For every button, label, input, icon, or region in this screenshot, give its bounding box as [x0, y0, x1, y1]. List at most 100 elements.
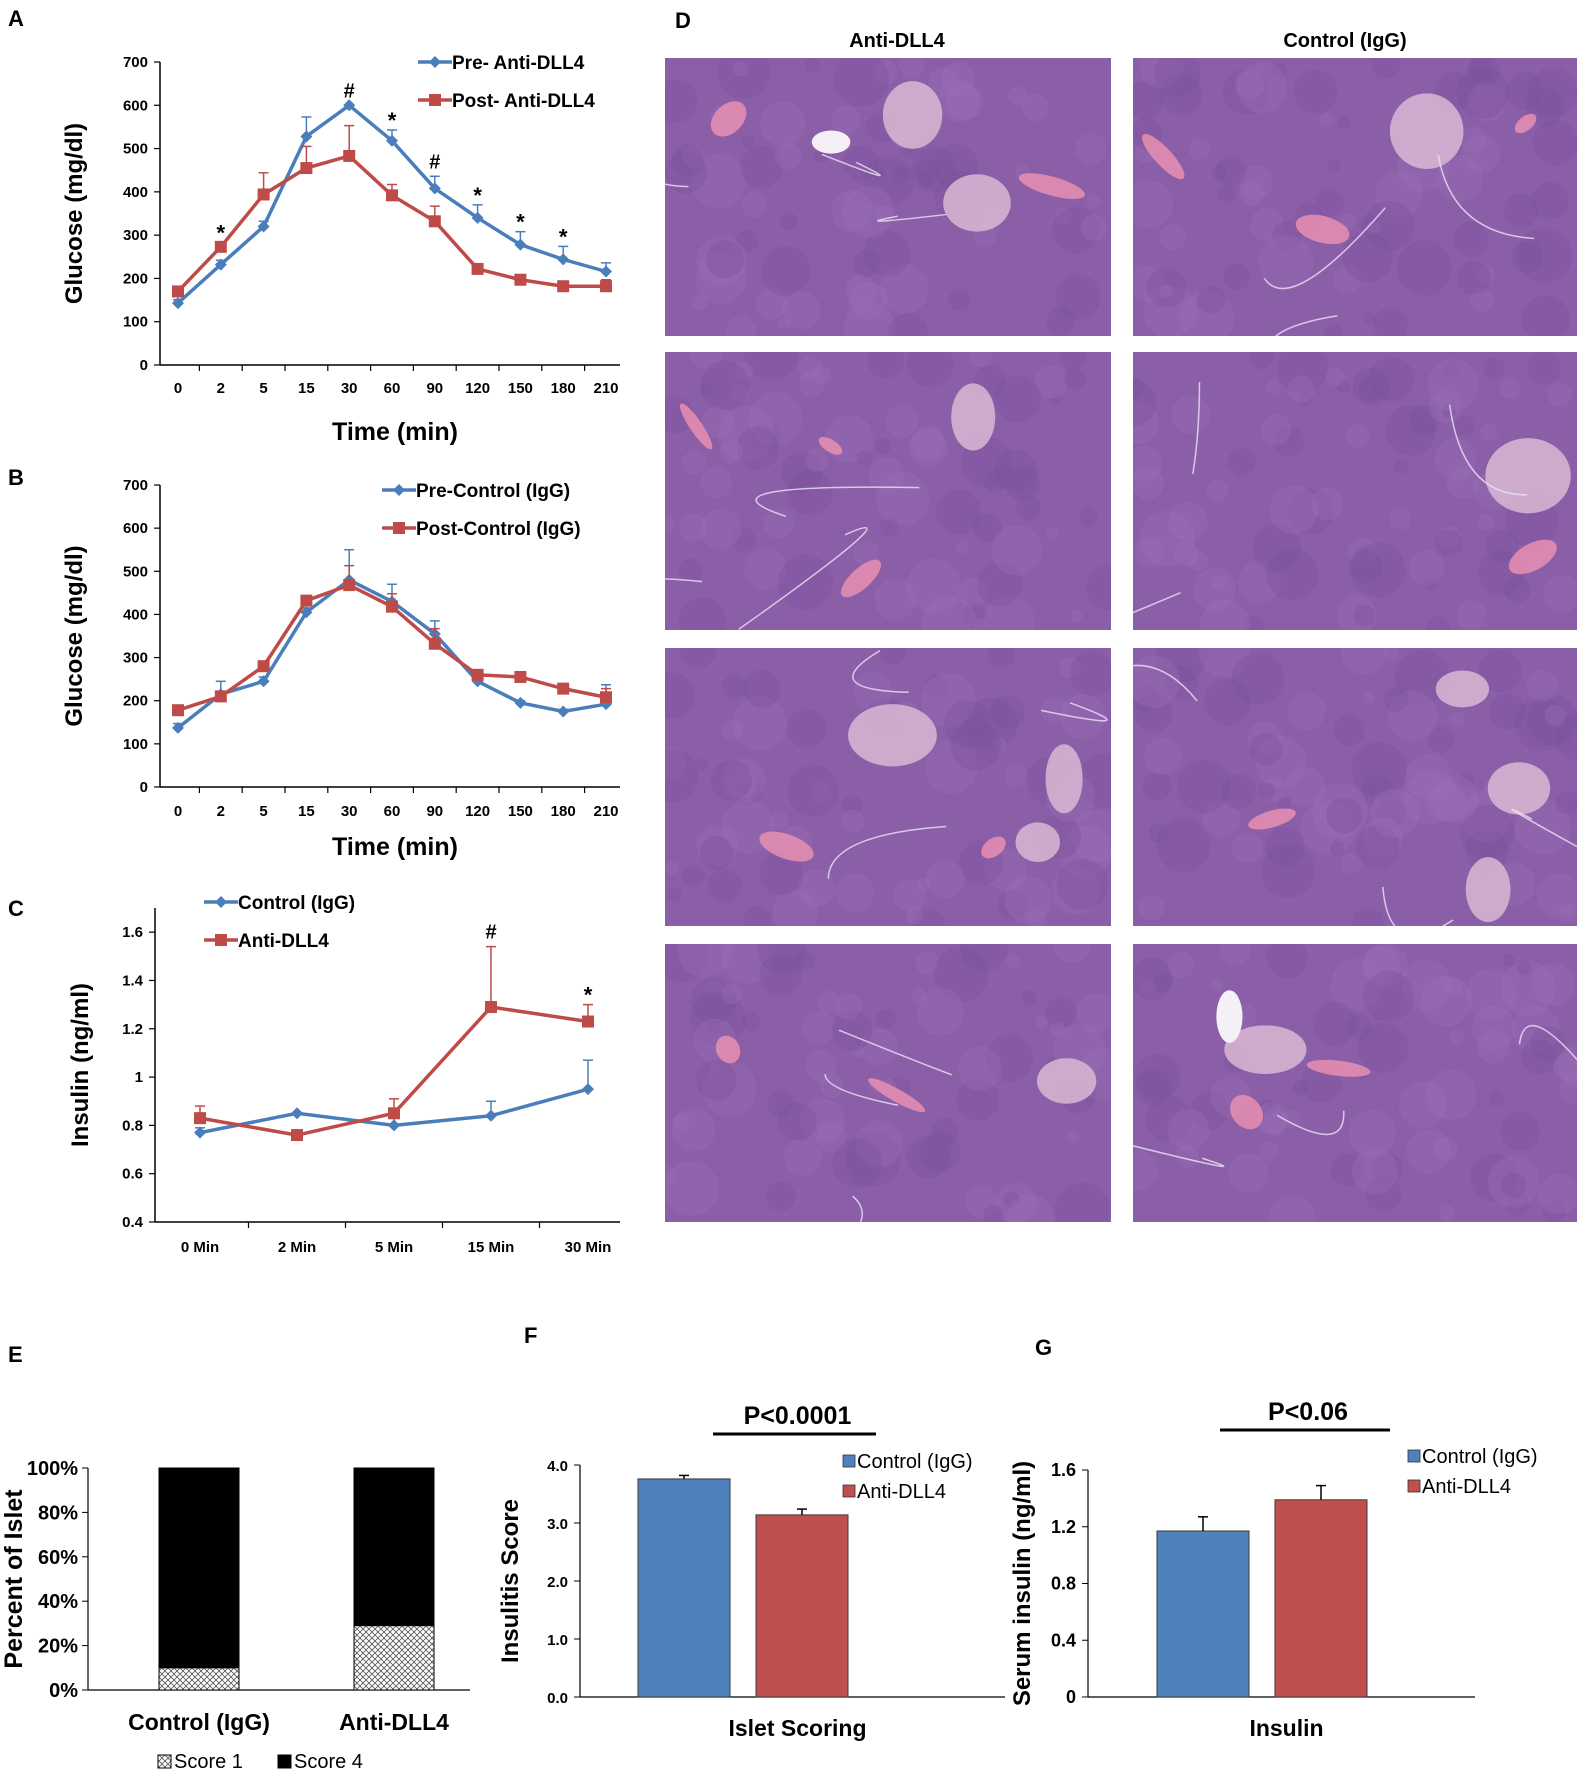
tissue-texture — [876, 1008, 897, 1030]
histology-image-col2-row3 — [1133, 648, 1577, 926]
tissue-texture — [1405, 753, 1452, 800]
tissue-texture — [691, 295, 708, 311]
tissue-texture — [1479, 423, 1498, 442]
tissue-texture — [732, 696, 787, 751]
tissue-texture — [732, 774, 764, 805]
y-tick-label: 700 — [123, 477, 148, 494]
tissue-texture — [700, 360, 750, 410]
tissue-texture — [1470, 1153, 1519, 1202]
tissue-texture — [1310, 487, 1344, 521]
legend-marker — [215, 934, 227, 946]
tissue-texture — [1371, 58, 1401, 79]
islet — [1435, 670, 1490, 708]
data-point-square — [172, 704, 184, 717]
histology-image-col1-row2 — [665, 352, 1111, 630]
tissue-texture — [928, 67, 959, 97]
tissue-texture — [891, 166, 910, 184]
tissue-texture — [1347, 537, 1379, 568]
chart-a-glucose-anti-dll4: 0 100 200 300 400 500 600 700 0 2 5 15 30 60 90 120 150 1… — [61, 53, 620, 446]
tissue-texture — [957, 1046, 1002, 1091]
x-tick-label: 150 — [508, 803, 533, 820]
tissue-texture — [1070, 809, 1111, 863]
tissue-texture — [760, 246, 811, 297]
tissue-texture — [888, 313, 929, 336]
tissue-texture — [721, 758, 766, 803]
islet — [1036, 1058, 1097, 1104]
tissue-texture — [1146, 268, 1187, 308]
legend-swatch — [1407, 1479, 1421, 1493]
vessel — [1018, 173, 1085, 199]
tissue-texture — [990, 695, 1025, 730]
tissue-texture — [1506, 71, 1544, 110]
tissue-texture — [1188, 138, 1211, 161]
tissue-texture — [1155, 648, 1208, 683]
legend-label: Pre- Anti-DLL4 — [452, 53, 585, 74]
tissue-texture — [893, 879, 926, 912]
tissue-texture — [1168, 501, 1208, 541]
tissue-texture — [1212, 576, 1226, 590]
tissue-texture — [921, 673, 976, 728]
y-tick-label: 1.0 — [547, 1632, 568, 1649]
tissue-texture — [665, 861, 679, 875]
tissue-texture — [1324, 323, 1343, 336]
tissue-texture — [1051, 866, 1100, 915]
tissue-texture — [1044, 996, 1077, 1029]
tissue-texture — [1154, 972, 1174, 992]
data-point-square — [471, 262, 484, 275]
tile-content — [1133, 648, 1577, 926]
tissue-texture — [1041, 696, 1069, 724]
septum — [755, 486, 920, 518]
tissue-texture — [1467, 82, 1507, 122]
tissue-texture — [1387, 691, 1438, 741]
tissue-texture — [1171, 395, 1211, 435]
tissue-texture — [1254, 736, 1307, 788]
tissue-texture — [665, 749, 699, 803]
tissue-texture — [1059, 825, 1111, 879]
tissue-texture — [1459, 126, 1487, 154]
legend-marker — [429, 94, 441, 106]
tissue-texture — [1298, 392, 1313, 406]
tissue-texture — [1138, 894, 1165, 921]
tissue-texture — [1159, 284, 1173, 298]
tissue-texture — [695, 1059, 738, 1101]
tissue-texture — [1449, 711, 1466, 728]
islet — [882, 81, 943, 149]
x-tick-label: 60 — [384, 803, 401, 820]
tissue-texture — [960, 944, 1008, 973]
tissue-background — [1133, 58, 1577, 336]
tissue-texture — [1353, 604, 1376, 627]
data-point-square — [600, 691, 612, 704]
tissue-texture — [1319, 112, 1335, 128]
tissue-texture — [1134, 1069, 1172, 1107]
y-tick-label: 1.2 — [122, 1021, 143, 1038]
tissue-texture — [926, 859, 965, 899]
tissue-texture — [739, 146, 783, 189]
tissue-texture — [833, 58, 889, 107]
tissue-texture — [1403, 769, 1459, 825]
tissue-texture — [1066, 1130, 1080, 1144]
tissue-texture — [1477, 514, 1494, 531]
tissue-texture — [1287, 692, 1326, 731]
tissue-texture — [1502, 954, 1515, 967]
tissue-texture — [1059, 352, 1086, 371]
x-tick-label: 2 — [217, 803, 225, 820]
tissue-texture — [1420, 975, 1472, 1027]
tissue-texture — [707, 1019, 722, 1035]
tissue-texture — [1385, 405, 1436, 456]
tissue-texture — [994, 375, 1042, 423]
septum — [824, 1073, 899, 1107]
tissue-texture — [835, 873, 875, 913]
tissue-texture — [722, 674, 748, 700]
tissue-texture — [1543, 574, 1577, 613]
x-tick-label: 2 — [217, 380, 225, 397]
tissue-texture — [1167, 1109, 1210, 1151]
islet — [1485, 438, 1571, 514]
tissue-texture — [1188, 550, 1209, 571]
septum — [665, 578, 703, 583]
tissue-texture — [677, 944, 733, 978]
tissue-texture — [665, 516, 675, 533]
tissue-texture — [931, 1117, 960, 1146]
tissue-texture — [1394, 458, 1410, 474]
tissue-texture — [944, 700, 992, 748]
tissue-texture — [1460, 804, 1515, 859]
